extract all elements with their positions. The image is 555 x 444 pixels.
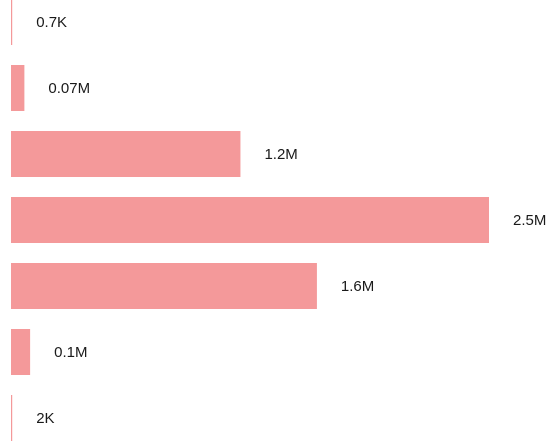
bar-3 xyxy=(11,197,489,243)
bar-4 xyxy=(11,263,317,309)
data-label-1: 0.07M xyxy=(48,80,90,97)
data-label-6: 2K xyxy=(36,410,54,427)
bar-2 xyxy=(11,131,241,177)
data-label-3: 2.5M xyxy=(513,212,546,229)
bar-0 xyxy=(11,0,13,45)
bar-5 xyxy=(11,329,31,375)
data-label-4: 1.6M xyxy=(341,278,374,295)
data-labels-layer: 0.7K 0.07M 1.2M 2.5M 1.6M 0.1M 2K xyxy=(36,14,546,427)
bar-6 xyxy=(11,395,13,441)
bar-1 xyxy=(11,65,25,111)
data-label-5: 0.1M xyxy=(54,344,87,361)
data-label-2: 1.2M xyxy=(264,146,297,163)
data-label-0: 0.7K xyxy=(36,14,67,31)
bars-layer xyxy=(11,0,489,441)
